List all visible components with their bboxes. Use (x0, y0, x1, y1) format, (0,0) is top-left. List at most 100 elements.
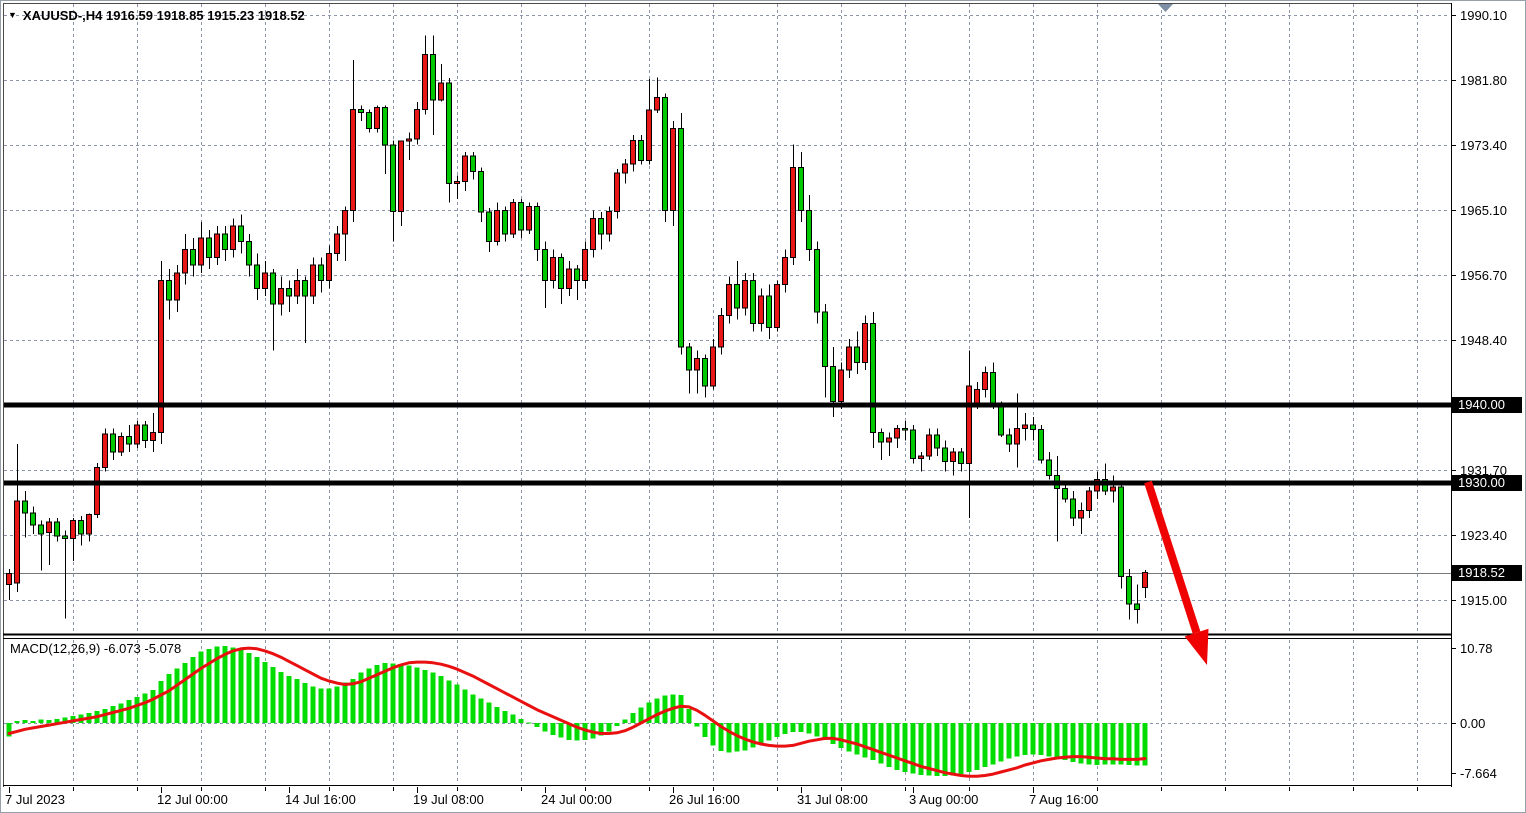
macd-bar (870, 723, 876, 761)
candle (726, 284, 732, 317)
candle (486, 211, 492, 243)
candle (78, 520, 84, 535)
macd-bar (1006, 723, 1012, 759)
candle (350, 108, 356, 212)
candle (918, 455, 924, 459)
macd-bar (1014, 723, 1020, 757)
candle (86, 513, 92, 535)
macd-bar (574, 723, 580, 741)
candle (422, 54, 428, 110)
candle (326, 252, 332, 282)
macd-bar (366, 668, 372, 723)
macd-bar (854, 723, 860, 755)
candle (462, 155, 468, 183)
candle (782, 256, 788, 286)
macd-bar (814, 723, 820, 737)
macd-bar (678, 695, 684, 723)
macd-bar (1086, 723, 1092, 765)
macd-bar (510, 714, 516, 723)
candle (110, 433, 116, 453)
candle (342, 210, 348, 235)
macd-bar (6, 723, 12, 737)
horizontal-level-lines[interactable] (3, 402, 1451, 486)
chart-title-text: XAUUSD-,H4 1916.59 1918.85 1915.23 1918.… (22, 8, 305, 23)
candle (838, 369, 844, 402)
date-axis-label: 14 Jul 16:00 (285, 792, 356, 807)
macd-bar (606, 723, 612, 732)
price-axis-label: 1990.10 (1460, 8, 1507, 23)
macd-bar (638, 707, 644, 723)
candle (374, 107, 380, 130)
candle (958, 451, 964, 465)
macd-signal-line (7, 646, 1147, 778)
macd-bar (46, 720, 52, 723)
candle (934, 434, 940, 449)
time-axis[interactable]: 7 Jul 2023 12 Jul 00:00 14 Jul 16:00 19 Jul… (1, 787, 1525, 812)
candle (398, 140, 404, 212)
macd-bar (974, 723, 980, 770)
candle (830, 365, 836, 402)
macd-bar (750, 723, 756, 748)
price-axis-label: 1956.70 (1460, 268, 1507, 283)
candle (686, 346, 692, 371)
candle (622, 163, 628, 174)
candle (470, 155, 476, 173)
macd-bar (886, 723, 892, 768)
candle (6, 573, 12, 585)
candle (662, 97, 668, 212)
gridlines (4, 4, 1450, 784)
candle (478, 171, 484, 213)
candle (614, 172, 620, 212)
candle (1086, 490, 1092, 511)
macd-bar (534, 723, 540, 728)
candle (1006, 434, 1012, 445)
macd-bar (438, 676, 444, 723)
macd-bar (262, 662, 268, 723)
candle (382, 107, 388, 146)
macd-axis-label: 10.78 (1460, 641, 1493, 656)
down-arrow-annotation[interactable] (1144, 480, 1209, 665)
macd-bar (398, 664, 404, 723)
candle (206, 237, 212, 258)
macd-bar (414, 667, 420, 723)
macd-bar (30, 720, 36, 723)
candle (670, 128, 676, 212)
macd-bar (958, 723, 964, 775)
candle (518, 202, 524, 231)
axis-ticks (9, 15, 1456, 793)
candle (742, 280, 748, 309)
macd-bar (214, 646, 220, 723)
candle (62, 535, 68, 539)
macd-bar (758, 723, 764, 744)
price-axis[interactable] (1451, 1, 1525, 787)
candle (1110, 486, 1116, 492)
candle (166, 280, 172, 301)
chart-shift-marker-icon[interactable] (1158, 4, 1173, 12)
candle (454, 181, 460, 184)
candle (150, 432, 156, 441)
candle (910, 429, 916, 459)
candle (1134, 603, 1140, 610)
macd-bar (782, 723, 788, 735)
candle (30, 512, 36, 526)
candlestick-series (6, 35, 1148, 624)
macd-bar (374, 664, 380, 723)
candle (1142, 572, 1148, 589)
symbol-dropdown-icon[interactable]: ▼ (8, 10, 17, 20)
macd-bar (54, 718, 60, 723)
candle (814, 248, 820, 313)
macd-bar (302, 683, 308, 723)
macd-bar (38, 719, 44, 723)
candle (846, 346, 852, 371)
macd-axis-label: 0.00 (1460, 716, 1486, 731)
macd-bar (294, 678, 300, 723)
macd-bar (486, 702, 492, 723)
candle (950, 451, 956, 462)
macd-bar (790, 723, 796, 733)
macd-bar (878, 723, 884, 764)
macd-bar (918, 723, 924, 775)
macd-bar (350, 678, 356, 723)
candle (22, 500, 28, 514)
macd-bar (966, 723, 972, 772)
